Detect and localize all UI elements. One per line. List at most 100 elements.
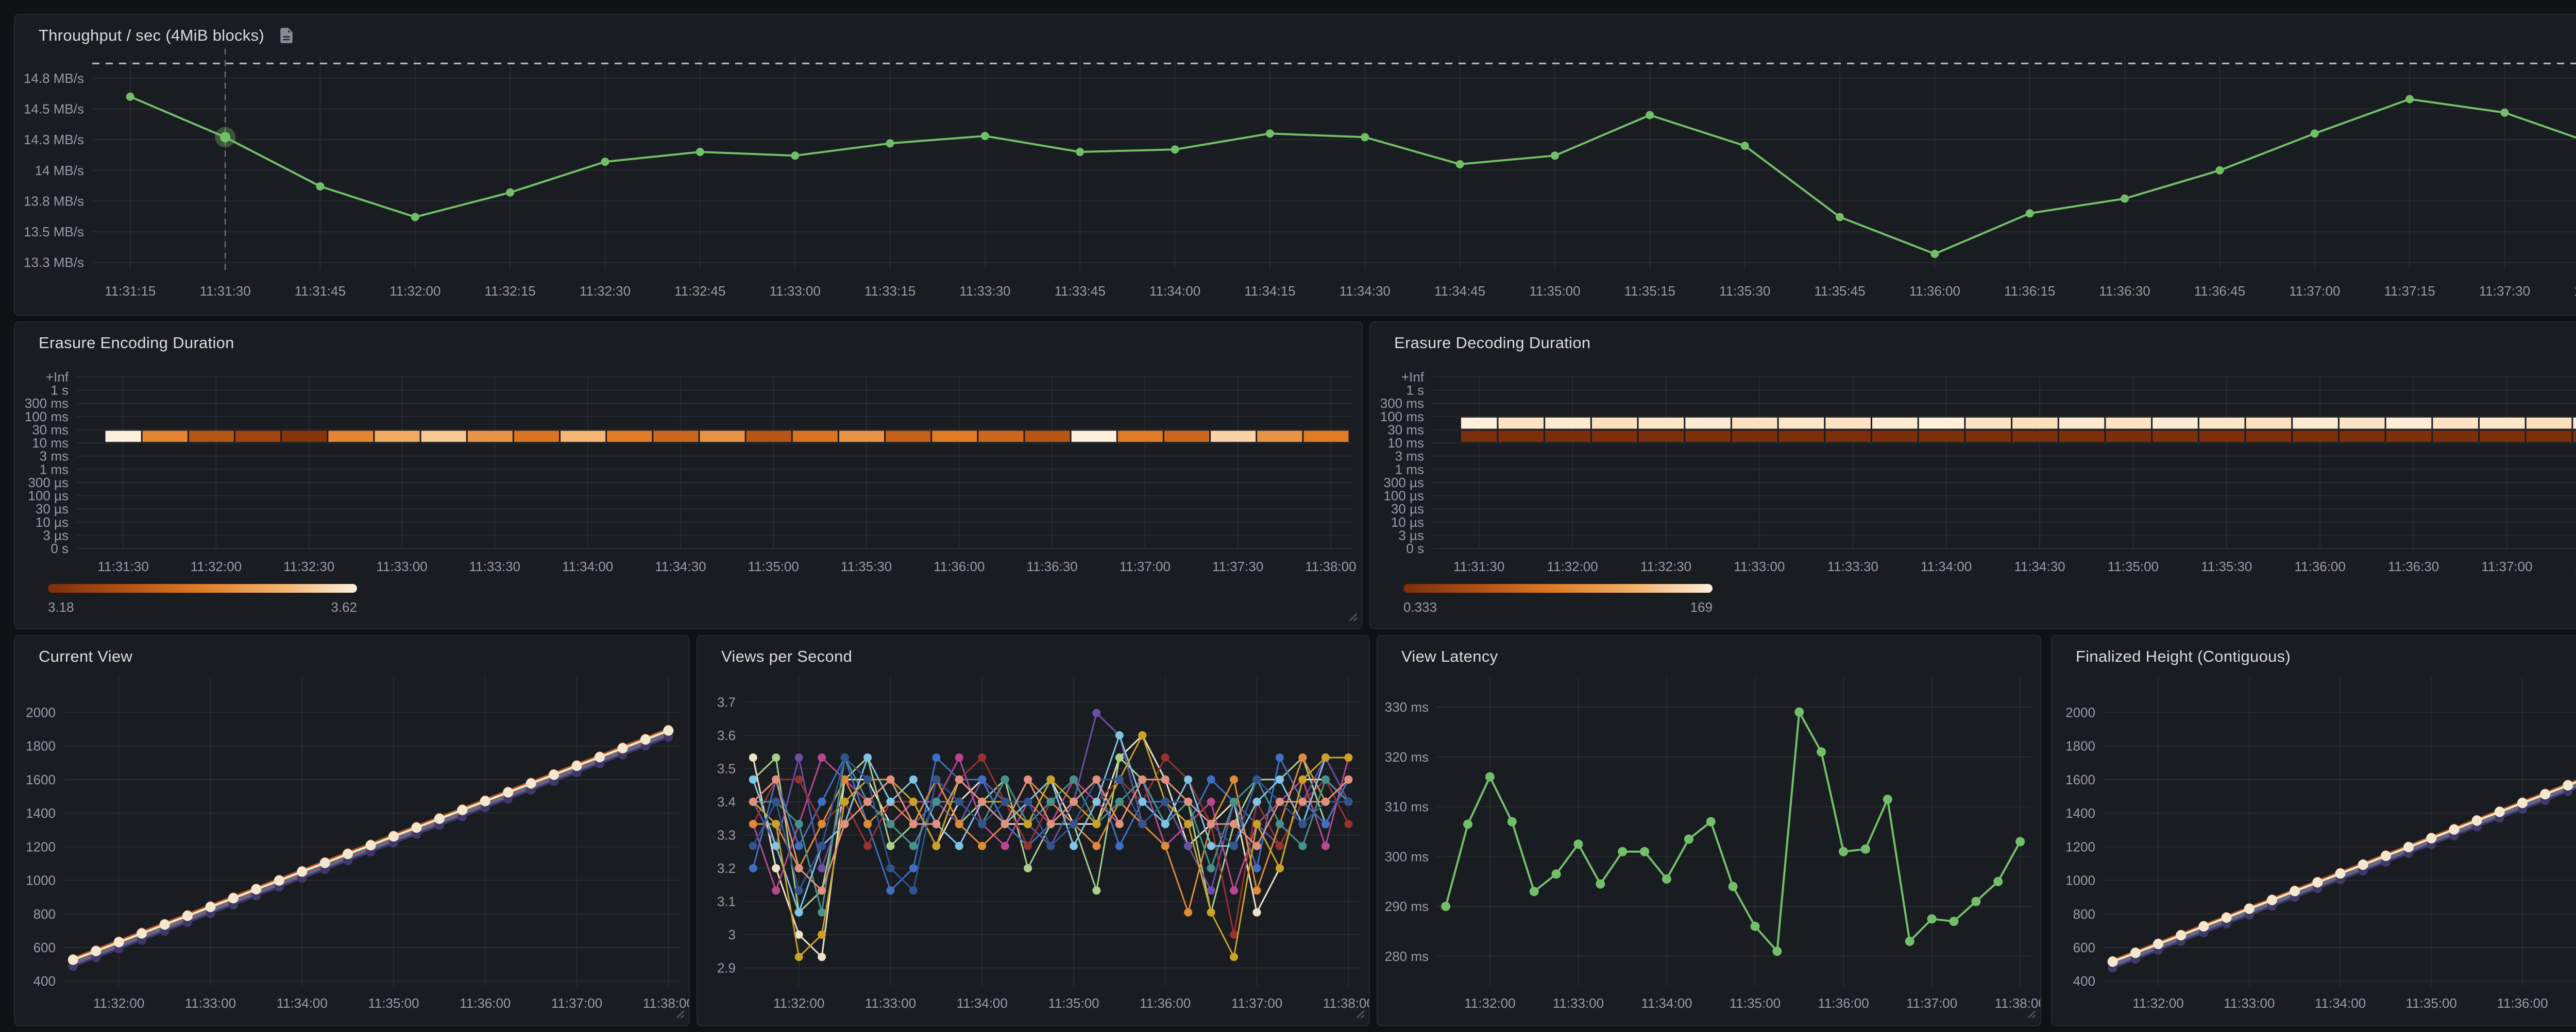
svg-text:11:31:30: 11:31:30 xyxy=(98,559,149,574)
svg-text:3.4: 3.4 xyxy=(717,794,736,810)
panel-title-current-view[interactable]: Current View xyxy=(39,647,132,666)
svg-text:11:36:00: 11:36:00 xyxy=(934,559,985,574)
svg-text:1400: 1400 xyxy=(26,805,56,821)
panel-title-text: Current View xyxy=(39,647,132,666)
svg-text:11:34:00: 11:34:00 xyxy=(277,995,328,1011)
svg-text:1800: 1800 xyxy=(2065,738,2095,754)
finalized-height-chart-canvas[interactable]: 40060080010001200140016001800200011:32:0… xyxy=(2052,636,2576,1026)
svg-text:3.1: 3.1 xyxy=(717,893,736,909)
heatmap-scale-max: 3.62 xyxy=(48,599,357,615)
svg-text:11:35:00: 11:35:00 xyxy=(1730,995,1781,1011)
panel-title-view-latency[interactable]: View Latency xyxy=(1401,647,1498,666)
svg-text:3: 3 xyxy=(728,927,736,942)
panel-title-finalized-height[interactable]: Finalized Height (Contiguous) xyxy=(2076,647,2291,666)
svg-text:1600: 1600 xyxy=(26,772,56,787)
svg-text:330 ms: 330 ms xyxy=(1385,699,1429,715)
svg-text:600: 600 xyxy=(33,940,56,955)
svg-text:11:37:00: 11:37:00 xyxy=(1906,995,1957,1011)
svg-text:11:33:00: 11:33:00 xyxy=(2224,995,2275,1011)
svg-text:11:36:00: 11:36:00 xyxy=(1818,995,1869,1011)
svg-text:11:37:00: 11:37:00 xyxy=(1231,995,1282,1011)
panel-erasure-decoding-duration: Erasure Decoding Duration +Inf1 s300 ms1… xyxy=(1369,321,2576,629)
svg-text:1400: 1400 xyxy=(2065,805,2095,821)
svg-text:11:36:30: 11:36:30 xyxy=(2388,559,2439,574)
svg-text:3.5: 3.5 xyxy=(717,761,736,776)
svg-text:11:33:45: 11:33:45 xyxy=(1055,283,1106,299)
svg-text:11:37:00: 11:37:00 xyxy=(551,995,602,1011)
svg-text:1000: 1000 xyxy=(2065,873,2095,888)
svg-text:11:34:00: 11:34:00 xyxy=(562,559,613,574)
panel-title-text: Views per Second xyxy=(721,647,852,666)
heatmap-color-scale xyxy=(1403,584,1713,593)
svg-text:11:35:00: 11:35:00 xyxy=(2406,995,2457,1011)
svg-text:11:37:00: 11:37:00 xyxy=(1120,559,1171,574)
panel-description-icon[interactable] xyxy=(278,27,295,44)
panel-resize-handle-icon[interactable] xyxy=(1344,608,1358,625)
svg-text:11:35:30: 11:35:30 xyxy=(841,559,892,574)
svg-text:11:35:00: 11:35:00 xyxy=(368,995,419,1011)
svg-text:11:32:30: 11:32:30 xyxy=(283,559,334,574)
svg-text:1200: 1200 xyxy=(26,839,56,854)
svg-text:11:33:00: 11:33:00 xyxy=(376,559,427,574)
svg-text:11:36:00: 11:36:00 xyxy=(1140,995,1191,1011)
svg-text:11:34:30: 11:34:30 xyxy=(1340,283,1391,299)
svg-text:11:32:30: 11:32:30 xyxy=(580,283,631,299)
svg-text:11:35:45: 11:35:45 xyxy=(1814,283,1865,299)
heatmap-scale-max: 169 xyxy=(1403,599,1713,615)
svg-text:11:34:00: 11:34:00 xyxy=(1149,283,1200,299)
panel-view-latency: View Latency 280 ms290 ms300 ms310 ms320… xyxy=(1377,635,2041,1026)
views-per-second-chart-canvas[interactable]: 2.933.13.23.33.43.53.63.711:32:0011:33:0… xyxy=(698,636,1370,1026)
svg-text:3.7: 3.7 xyxy=(717,694,736,710)
svg-text:3.6: 3.6 xyxy=(717,728,736,743)
svg-text:400: 400 xyxy=(2073,973,2095,989)
panel-title-throughput[interactable]: Throughput / sec (4MiB blocks) xyxy=(39,26,295,45)
svg-text:310 ms: 310 ms xyxy=(1385,799,1429,815)
svg-text:11:33:00: 11:33:00 xyxy=(1553,995,1604,1011)
current-view-chart-canvas[interactable]: 40060080010001200140016001800200011:32:0… xyxy=(15,636,690,1026)
panel-title-text: Erasure Encoding Duration xyxy=(39,334,234,352)
svg-text:11:33:00: 11:33:00 xyxy=(1734,559,1785,574)
svg-text:11:32:00: 11:32:00 xyxy=(191,559,242,574)
svg-text:11:33:00: 11:33:00 xyxy=(185,995,236,1011)
svg-text:11:31:15: 11:31:15 xyxy=(105,283,156,299)
panel-title-decoding[interactable]: Erasure Decoding Duration xyxy=(1394,334,1590,352)
svg-text:11:36:00: 11:36:00 xyxy=(1909,283,1960,299)
svg-text:280 ms: 280 ms xyxy=(1385,949,1429,964)
svg-text:11:32:00: 11:32:00 xyxy=(1464,995,1515,1011)
svg-text:11:32:00: 11:32:00 xyxy=(389,283,440,299)
svg-text:11:32:00: 11:32:00 xyxy=(93,995,144,1011)
throughput-chart-canvas[interactable]: 13.3 MB/s13.5 MB/s13.8 MB/s14 MB/s14.3 M… xyxy=(15,15,2576,316)
svg-text:11:32:45: 11:32:45 xyxy=(674,283,725,299)
svg-text:0 s: 0 s xyxy=(50,541,69,556)
svg-text:11:37:30: 11:37:30 xyxy=(1212,559,1263,574)
panel-resize-handle-icon[interactable] xyxy=(2022,1005,2037,1022)
panel-resize-handle-icon[interactable] xyxy=(1351,1005,1365,1022)
svg-text:11:37:15: 11:37:15 xyxy=(2384,283,2435,299)
view-latency-chart-canvas[interactable]: 280 ms290 ms300 ms310 ms320 ms330 ms11:3… xyxy=(1378,636,2041,1026)
svg-text:400: 400 xyxy=(33,973,56,989)
svg-text:11:37:45: 11:37:45 xyxy=(2574,283,2576,299)
svg-text:11:35:30: 11:35:30 xyxy=(2201,559,2252,574)
svg-text:11:35:00: 11:35:00 xyxy=(1529,283,1580,299)
svg-text:11:34:45: 11:34:45 xyxy=(1434,283,1485,299)
panel-resize-handle-icon[interactable] xyxy=(671,1005,685,1022)
svg-text:11:35:00: 11:35:00 xyxy=(748,559,799,574)
svg-text:11:37:00: 11:37:00 xyxy=(2289,283,2340,299)
svg-text:13.3 MB/s: 13.3 MB/s xyxy=(24,255,84,270)
svg-text:11:36:00: 11:36:00 xyxy=(460,995,511,1011)
svg-text:11:34:30: 11:34:30 xyxy=(2014,559,2065,574)
panel-title-views-per-second[interactable]: Views per Second xyxy=(721,647,852,666)
svg-text:11:33:00: 11:33:00 xyxy=(770,283,821,299)
svg-text:2.9: 2.9 xyxy=(717,960,736,976)
svg-text:11:36:15: 11:36:15 xyxy=(2004,283,2055,299)
svg-text:11:34:00: 11:34:00 xyxy=(957,995,1008,1011)
svg-text:1600: 1600 xyxy=(2065,772,2095,787)
svg-text:11:34:30: 11:34:30 xyxy=(655,559,706,574)
svg-text:11:33:30: 11:33:30 xyxy=(959,283,1010,299)
decoding-heatmap-canvas[interactable]: +Inf1 s300 ms100 ms30 ms10 ms3 ms1 ms300… xyxy=(1370,322,2576,629)
encoding-heatmap-canvas[interactable]: +Inf1 s300 ms100 ms30 ms10 ms3 ms1 ms300… xyxy=(15,322,1363,629)
svg-text:11:35:15: 11:35:15 xyxy=(1624,283,1675,299)
svg-text:11:35:30: 11:35:30 xyxy=(1719,283,1770,299)
svg-text:11:35:00: 11:35:00 xyxy=(1048,995,1099,1011)
panel-title-encoding[interactable]: Erasure Encoding Duration xyxy=(39,334,234,352)
